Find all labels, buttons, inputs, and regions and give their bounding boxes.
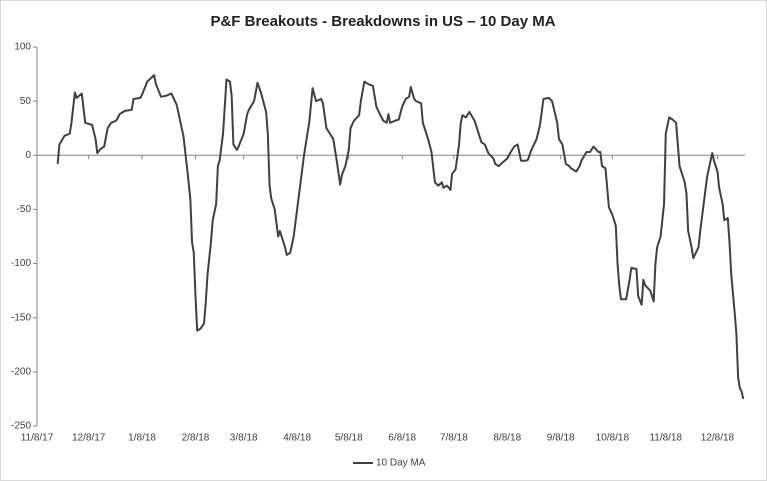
x-tick-label: 10/8/18 [596, 433, 630, 444]
y-tick-label: -200 [11, 366, 31, 377]
x-tick-label: 2/8/18 [182, 433, 210, 444]
chart-title: P&F Breakouts - Breakdowns in US – 10 Da… [210, 13, 555, 30]
x-tick-label: 11/8/18 [649, 433, 682, 444]
x-tick-label: 8/8/18 [493, 433, 521, 444]
y-tick-label: -150 [11, 312, 31, 323]
x-tick-label: 7/8/18 [440, 433, 468, 444]
line-series [56, 74, 745, 400]
x-tick-label: 6/8/18 [388, 433, 416, 444]
x-tick-label: 5/8/18 [335, 433, 363, 444]
x-tick-label: 1/8/18 [128, 433, 156, 444]
x-tick-label: 12/8/18 [701, 433, 735, 444]
y-tick-label: 100 [14, 42, 31, 53]
x-tick-label: 11/8/17 [21, 433, 54, 444]
y-tick-label: 50 [20, 96, 32, 107]
x-tick-label: 4/8/18 [283, 433, 311, 444]
y-tick-label: 0 [25, 150, 31, 161]
x-tick-label: 12/8/17 [72, 433, 106, 444]
y-tick-label: -50 [17, 204, 32, 215]
y-tick-label: -250 [11, 421, 31, 432]
x-tick-label: 3/8/18 [230, 433, 258, 444]
y-tick-label: -100 [11, 258, 31, 269]
x-tick-label: 9/8/18 [547, 433, 575, 444]
legend-label: 10 Day MA [376, 458, 426, 469]
